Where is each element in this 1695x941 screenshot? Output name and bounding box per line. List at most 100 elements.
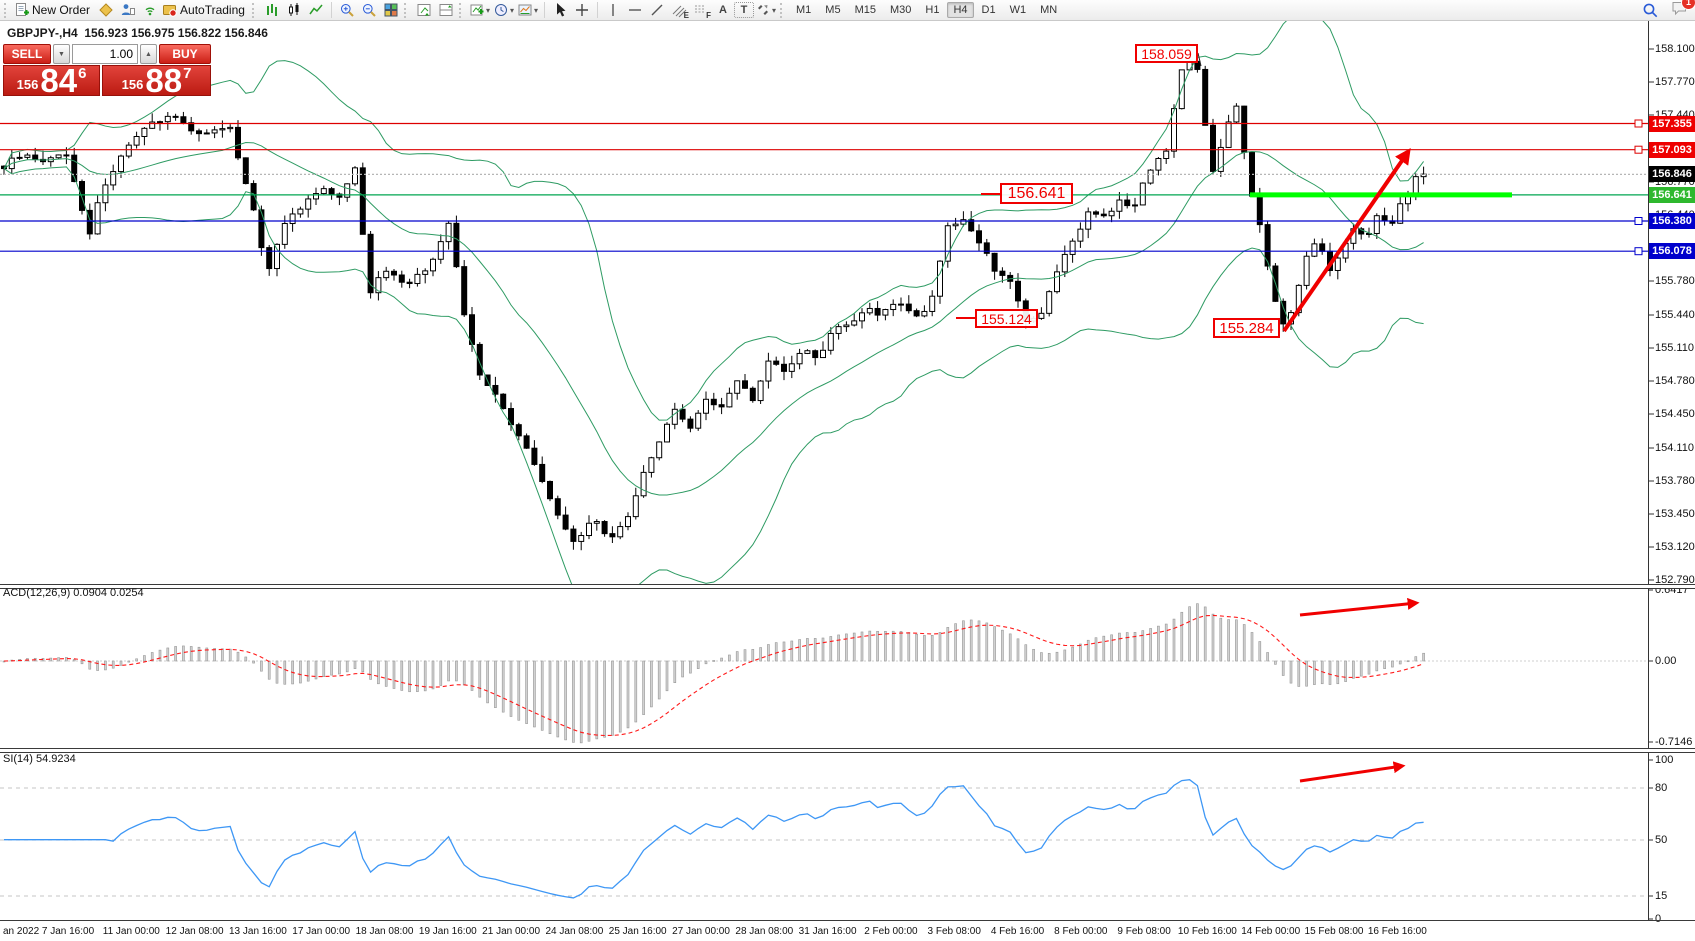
dropdown-arrow-icon[interactable]: ▾ — [772, 5, 777, 15]
toolbar-separator — [597, 2, 598, 18]
volume-increase-button[interactable]: ▲ — [140, 44, 157, 64]
sell-price-display[interactable]: 156 84 6 — [3, 62, 101, 99]
autotrading-label: AutoTrading — [180, 3, 245, 17]
time-axis-label: 4 Feb 16:00 — [990, 926, 1045, 937]
time-axis-border — [0, 920, 1695, 921]
time-axis-label: 24 Jan 08:00 — [545, 926, 604, 937]
time-axis-label: 16 Feb 16:00 — [1367, 926, 1427, 937]
volume-decrease-button[interactable]: ▼ — [53, 44, 70, 64]
toolbar-grip[interactable] — [4, 2, 9, 18]
panel-splitter-rsi[interactable] — [0, 748, 1695, 753]
period-button[interactable]: ▾ — [492, 0, 516, 20]
new-chart-button[interactable]: ▾ — [468, 0, 492, 20]
search-icon[interactable] — [1639, 0, 1661, 20]
fibonacci-tool-button[interactable]: F — [690, 0, 712, 20]
toolbar-grip[interactable] — [403, 2, 409, 18]
price-tag: 156.380 — [1649, 213, 1695, 229]
time-axis-label: 19 Jan 16:00 — [418, 926, 477, 937]
macd-indicator-label: ACD(12,26,9) 0.0904 0.0254 — [3, 587, 144, 599]
time-axis-label: 8 Feb 00:00 — [1054, 926, 1108, 937]
price-annotation[interactable]: 156.641 — [1000, 183, 1073, 204]
horizontal-line-tool-button[interactable] — [624, 0, 646, 20]
price-annotation[interactable]: 155.284 — [1213, 318, 1280, 338]
tile-windows-button[interactable] — [380, 0, 402, 20]
price-annotation[interactable]: 155.124 — [975, 309, 1038, 328]
dropdown-arrow-icon[interactable]: ▾ — [509, 5, 514, 15]
time-axis-label: 21 Jan 00:00 — [482, 926, 541, 937]
indicator-axis-tick: 80 — [1655, 782, 1668, 794]
time-axis-label: 15 Feb 08:00 — [1304, 926, 1364, 937]
cursor-tool-button[interactable] — [549, 0, 571, 20]
toolbar-grip[interactable] — [251, 2, 257, 18]
indicator-axis-tick: -0.7146 — [1655, 736, 1693, 748]
notification-badge: 1 — [1681, 0, 1695, 10]
timeframe-m1[interactable]: M1 — [796, 4, 812, 16]
timeframe-m30[interactable]: M30 — [889, 4, 912, 16]
bar-chart-mode-button[interactable] — [261, 0, 283, 20]
signal-icon[interactable] — [139, 0, 161, 20]
timeframe-h4[interactable]: H4 — [947, 2, 974, 18]
sell-price-main: 84 — [40, 62, 78, 99]
time-axis-label: 27 Jan 00:00 — [672, 926, 730, 937]
indicator-list-button[interactable] — [435, 0, 457, 20]
toolbar-separator — [544, 2, 545, 18]
community-icon[interactable] — [117, 0, 139, 20]
dropdown-arrow-icon[interactable]: ▾ — [533, 5, 538, 15]
autotrading-icon — [163, 5, 177, 17]
spin-down-icon: ▼ — [58, 50, 65, 58]
channel-tool-glyph: E — [683, 11, 689, 20]
buy-button[interactable]: BUY — [159, 44, 211, 64]
timeframe-w1[interactable]: W1 — [1009, 4, 1027, 16]
candlestick-mode-button[interactable] — [283, 0, 305, 20]
arrows-tool-button[interactable]: ▾ — [754, 0, 778, 20]
trendline-tool-button[interactable] — [646, 0, 668, 20]
fibonacci-tool-glyph: F — [706, 11, 711, 20]
time-axis-label: 31 Jan 16:00 — [798, 926, 857, 937]
line-chart-mode-button[interactable] — [305, 0, 327, 20]
time-axis-label: 14 Feb 00:00 — [1241, 926, 1301, 937]
timeframe-h1[interactable]: H1 — [925, 4, 940, 16]
expert-advisors-icon[interactable] — [95, 0, 117, 20]
indicator-window-button[interactable] — [413, 0, 435, 20]
price-annotation[interactable]: 158.059 — [1135, 44, 1198, 63]
zoom-out-button[interactable] — [358, 0, 380, 20]
sell-button[interactable]: SELL — [3, 44, 51, 64]
time-axis-label: 7 Jan 16:00 — [41, 926, 95, 937]
time-axis-label: 3 Feb 08:00 — [927, 926, 981, 937]
price-axis-tick: 153.450 — [1655, 508, 1695, 520]
dropdown-arrow-icon[interactable]: ▾ — [485, 5, 490, 15]
toolbar-grip[interactable] — [458, 2, 464, 18]
toolbar: New Order AutoTrading — [0, 0, 1695, 21]
template-button[interactable]: ▾ — [516, 0, 540, 20]
volume-input[interactable] — [72, 44, 138, 64]
toolbar-right-group: 1 — [1639, 0, 1695, 21]
panel-splitter-macd[interactable] — [0, 584, 1695, 589]
text-tool-button[interactable]: A — [719, 4, 727, 16]
toolbar-separator — [330, 2, 332, 18]
vertical-line-tool-button[interactable] — [602, 0, 624, 20]
indicator-axis-tick: 100 — [1655, 754, 1674, 766]
price-axis-tick: 153.780 — [1655, 475, 1695, 487]
autotrading-button[interactable]: AutoTrading — [161, 0, 250, 20]
buy-price-prefix: 156 — [121, 77, 144, 92]
time-axis-label: 11 Jan 00:00 — [102, 926, 160, 937]
buy-price-display[interactable]: 156 88 7 — [102, 64, 211, 97]
notifications-button[interactable]: 1 — [1671, 0, 1695, 21]
time-axis-label: 13 Jan 16:00 — [228, 926, 287, 937]
zoom-in-button[interactable] — [336, 0, 358, 20]
channel-tool-button[interactable]: E — [668, 0, 690, 20]
text-label-tool-button[interactable]: T — [734, 2, 754, 18]
crosshair-tool-button[interactable] — [571, 0, 593, 20]
time-axis-label: 25 Jan 16:00 — [608, 926, 667, 937]
timeframe-mn[interactable]: MN — [1040, 4, 1058, 16]
timeframe-m15[interactable]: M15 — [854, 4, 876, 16]
price-tag: 157.093 — [1649, 141, 1695, 158]
toolbar-grip[interactable] — [780, 2, 785, 18]
price-tag: 156.078 — [1649, 243, 1695, 260]
timeframe-d1[interactable]: D1 — [981, 4, 996, 16]
price-axis-tick: 158.100 — [1655, 43, 1695, 55]
new-order-button[interactable]: New Order — [13, 0, 95, 20]
rsi-indicator-label: SI(14) 54.9234 — [3, 753, 76, 765]
timeframe-m5[interactable]: M5 — [825, 4, 841, 16]
